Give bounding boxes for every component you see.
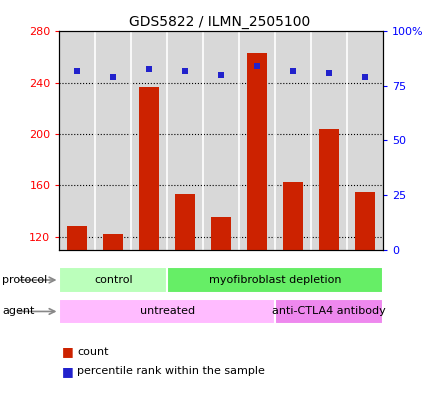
- Bar: [139, 86, 159, 250]
- Bar: [275, 299, 383, 324]
- Bar: [67, 226, 87, 250]
- Bar: [355, 192, 375, 250]
- Bar: [283, 182, 303, 250]
- Text: myofibroblast depletion: myofibroblast depletion: [209, 275, 341, 285]
- Bar: [175, 195, 195, 250]
- Bar: [59, 299, 275, 324]
- Bar: [319, 129, 339, 250]
- Text: percentile rank within the sample: percentile rank within the sample: [77, 366, 265, 376]
- Bar: [211, 217, 231, 250]
- Text: count: count: [77, 347, 109, 357]
- Bar: [103, 234, 123, 250]
- Bar: [247, 53, 267, 250]
- Bar: [167, 267, 383, 293]
- Text: protocol: protocol: [2, 275, 48, 285]
- Text: ■: ■: [62, 365, 73, 378]
- Text: ■: ■: [62, 345, 73, 358]
- Text: untreated: untreated: [139, 307, 195, 316]
- Text: GDS5822 / ILMN_2505100: GDS5822 / ILMN_2505100: [129, 15, 311, 29]
- Text: anti-CTLA4 antibody: anti-CTLA4 antibody: [272, 307, 386, 316]
- Text: control: control: [94, 275, 132, 285]
- Bar: [59, 267, 167, 293]
- Text: agent: agent: [2, 307, 35, 316]
